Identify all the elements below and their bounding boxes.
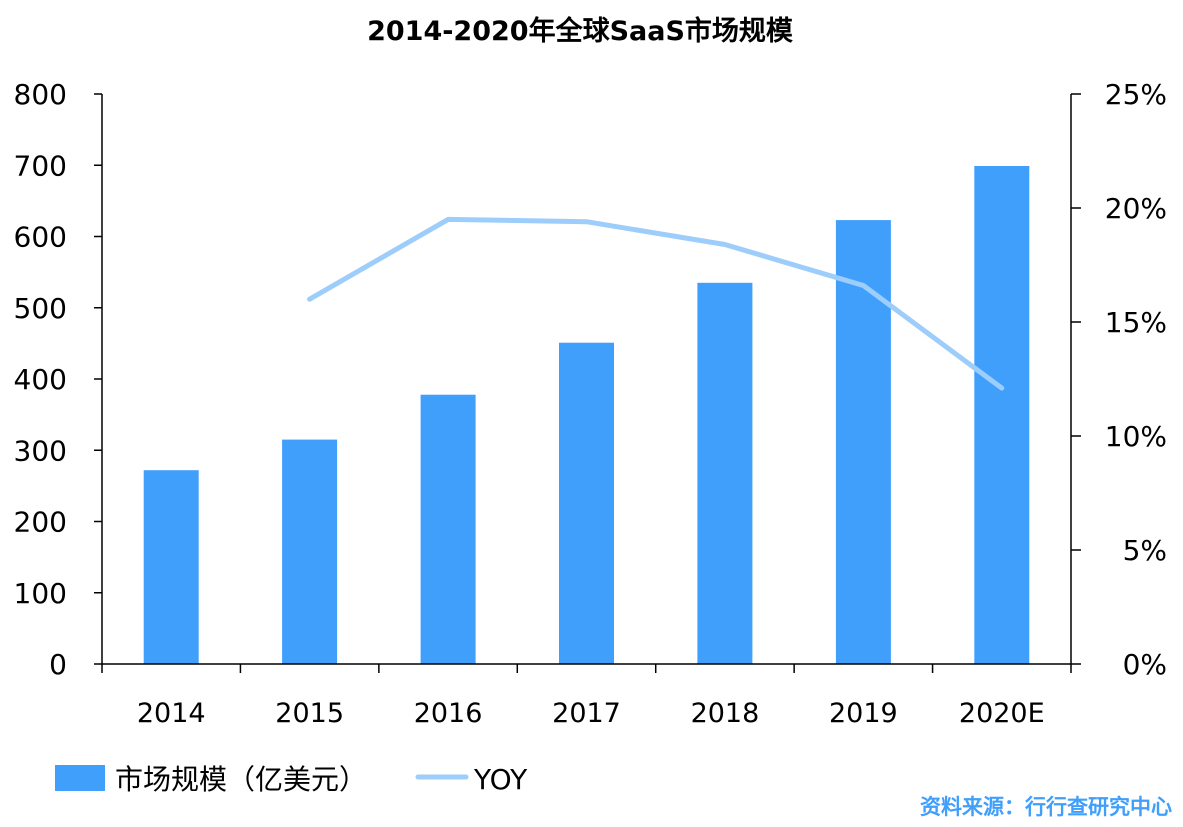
left-tick-label: 700 xyxy=(14,149,67,182)
left-tick-label: 200 xyxy=(14,506,67,539)
x-tick-label: 2014 xyxy=(137,698,206,729)
right-axis-tick-labels: 0% 5% 10% 15% 20% 25% xyxy=(1105,78,1167,681)
legend-line-label: YOY xyxy=(473,763,528,796)
x-tick-label: 2017 xyxy=(552,698,621,729)
right-tick-label: 5% xyxy=(1123,534,1167,567)
chart-title: 2014-2020年全球SaaS市场规模 xyxy=(367,15,793,47)
x-tick-label: 2018 xyxy=(691,698,760,729)
x-axis-tick-labels: 2014 2015 2016 2017 2018 2019 2020E xyxy=(137,698,1045,729)
left-tick-label: 0 xyxy=(49,648,67,681)
yoy-series xyxy=(307,216,1005,391)
x-tick-label: 2015 xyxy=(275,698,344,729)
left-tick-label: 600 xyxy=(14,221,67,254)
left-tick-label: 500 xyxy=(14,292,67,325)
axes xyxy=(94,93,1081,673)
left-tick-label: 400 xyxy=(14,363,67,396)
x-tick-label: 2020E xyxy=(959,698,1045,729)
bar xyxy=(835,220,891,664)
legend: 市场规模（亿美元） YOY xyxy=(55,763,528,796)
source-note: 资料来源：行行查研究中心 xyxy=(920,795,1172,819)
yoy-line xyxy=(307,216,1005,391)
right-tick-label: 20% xyxy=(1105,192,1167,225)
x-tick-label: 2019 xyxy=(829,698,898,729)
left-tick-label: 100 xyxy=(14,577,67,610)
bar xyxy=(282,439,338,664)
bar-series xyxy=(143,166,1030,664)
bar xyxy=(974,166,1030,664)
bar xyxy=(559,342,614,664)
bar xyxy=(143,470,199,664)
x-tick-label: 2016 xyxy=(414,698,483,729)
bar xyxy=(697,282,753,664)
legend-bar-swatch xyxy=(55,765,105,791)
left-tick-label: 300 xyxy=(14,434,67,467)
right-tick-label: 15% xyxy=(1105,306,1167,339)
right-tick-label: 25% xyxy=(1105,78,1167,111)
legend-bar-label: 市场规模（亿美元） xyxy=(115,763,367,796)
right-tick-label: 0% xyxy=(1123,648,1167,681)
left-tick-label: 800 xyxy=(14,78,67,111)
bar xyxy=(420,394,476,664)
right-tick-label: 10% xyxy=(1105,420,1167,453)
left-axis-tick-labels: 0 100 200 300 400 500 600 700 800 xyxy=(14,78,67,681)
